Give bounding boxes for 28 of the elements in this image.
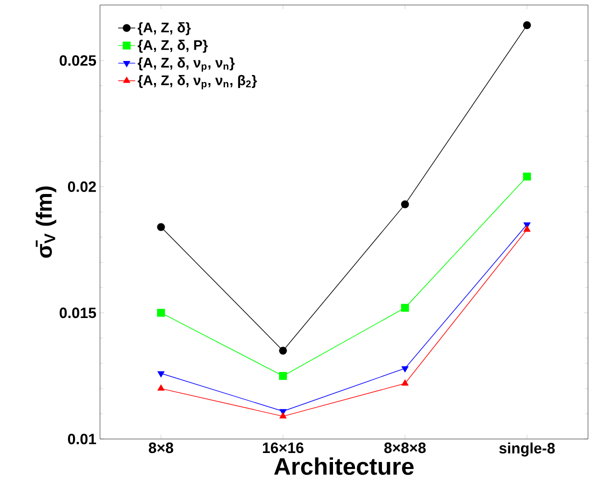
x-axis-title: Architecture: [274, 457, 414, 475]
x-tick-label: 16×16: [262, 442, 304, 454]
point: [279, 346, 287, 355]
y-tick-label: 0.025: [60, 55, 96, 66]
point: [523, 172, 531, 181]
point: [524, 226, 530, 232]
point: [157, 223, 165, 231]
point: [157, 308, 165, 317]
y-tick-label: 0.02: [68, 181, 96, 192]
point: [402, 380, 408, 386]
point: [401, 304, 409, 312]
legend-label: {A, Z, δ}: [138, 22, 191, 36]
legend-label: {A, Z, δ, P}: [138, 40, 208, 53]
point: [523, 21, 531, 30]
y-axis-title: σ̄$_{V}$ (fm): [36, 186, 56, 258]
point: [402, 366, 408, 372]
point: [158, 371, 164, 378]
y-tick-label: 0.015: [60, 308, 96, 318]
point: [279, 372, 287, 380]
x-tick-label: single-8: [499, 442, 555, 457]
point: [158, 384, 164, 391]
point: [280, 412, 286, 418]
legend-label: {A, Z, δ, ν$_{p}$, ν$_{n}$}: [138, 57, 235, 72]
x-tick-label: 8×8: [148, 442, 174, 454]
point: [401, 200, 409, 208]
y-tick-label: 0.01: [68, 434, 96, 444]
legend-label: {A, Z, δ, ν$_{p}$, ν$_{n}$, β$_{2}$}: [138, 74, 257, 90]
x-tick-label: 8×8×8: [384, 442, 426, 454]
